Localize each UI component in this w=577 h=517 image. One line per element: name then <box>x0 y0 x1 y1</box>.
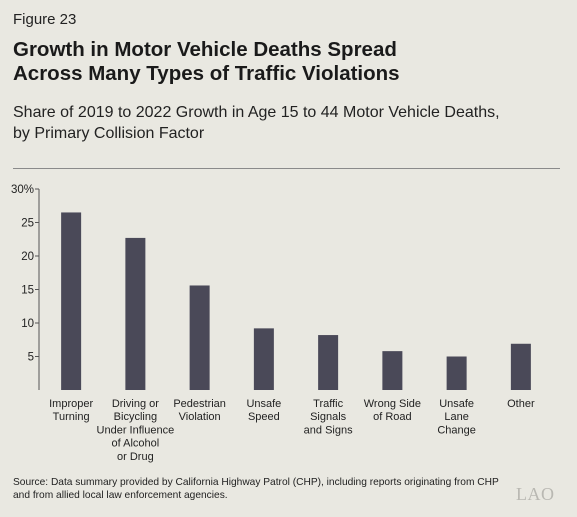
x-category-label: Unsafe <box>246 398 281 410</box>
bar <box>189 285 210 390</box>
x-category-label: of Road <box>373 411 412 423</box>
y-tick-label: 5 <box>28 352 34 364</box>
x-category-label: Change <box>437 424 476 436</box>
y-tick-label: 20 <box>21 251 34 263</box>
x-category-label: Improper <box>49 398 93 410</box>
x-category-label: Driving or <box>112 398 159 410</box>
x-category-label: Wrong Side <box>364 398 421 410</box>
title-divider <box>13 168 560 169</box>
y-tick-label: 25 <box>21 218 34 230</box>
x-category-label: of Alcohol <box>112 438 160 450</box>
bar <box>446 356 467 390</box>
source-note: Source: Data summary provided by Califor… <box>13 476 513 502</box>
x-category-label: or Drug <box>117 451 154 463</box>
x-category-label: Signals <box>310 411 347 423</box>
x-category-label: Unsafe <box>439 398 474 410</box>
source-line-1: Source: Data summary provided by Califor… <box>13 477 499 488</box>
x-category-label: Other <box>507 398 535 410</box>
chart-subtitle-line-2: by Primary Collision Factor <box>13 125 205 142</box>
x-category-label: Violation <box>179 411 221 423</box>
chart-subtitle: Share of 2019 to 2022 Growth in Age 15 t… <box>13 102 553 144</box>
x-category-label: Bicycling <box>114 411 157 423</box>
chart-title-line-2: Across Many Types of Traffic Violations <box>13 62 400 85</box>
x-category-label: Lane <box>444 411 468 423</box>
y-tick-label: 10 <box>21 318 34 330</box>
bar <box>253 328 274 390</box>
figure-label: Figure 23 <box>13 11 77 28</box>
x-category-label: Speed <box>248 411 280 423</box>
bar <box>510 343 531 390</box>
x-category-label: Pedestrian <box>173 398 226 410</box>
source-line-2: and from allied local law enforcement ag… <box>13 490 228 501</box>
x-category-label: Under Influence <box>97 424 175 436</box>
y-tick-label: 30% <box>11 184 34 196</box>
y-tick-label: 15 <box>21 285 34 297</box>
bar <box>318 335 339 390</box>
chart-title-line-1: Growth in Motor Vehicle Deaths Spread <box>13 38 397 61</box>
bar <box>61 212 82 390</box>
chart-subtitle-line-1: Share of 2019 to 2022 Growth in Age 15 t… <box>13 104 500 121</box>
x-category-label: and Signs <box>304 424 353 436</box>
lao-logo: LAO <box>516 484 555 504</box>
chart-title: Growth in Motor Vehicle Deaths Spread Ac… <box>13 38 553 86</box>
bar <box>382 351 403 390</box>
bar <box>125 237 146 390</box>
x-category-label: Traffic <box>313 398 343 410</box>
x-category-label: Turning <box>53 411 90 423</box>
